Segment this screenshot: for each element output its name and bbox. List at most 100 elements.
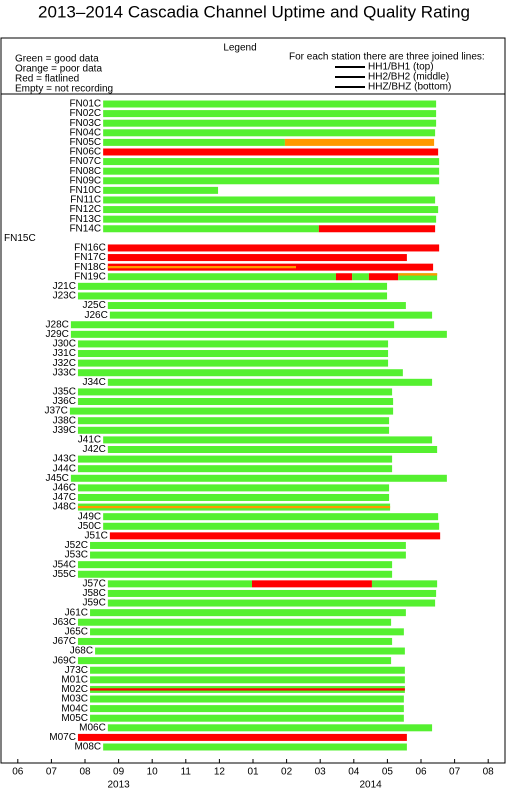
segment	[107, 254, 407, 262]
row-label: FN17C	[74, 252, 106, 263]
segment	[90, 714, 404, 722]
x-tick-label: 09	[113, 767, 125, 778]
x-tick-label: 07	[46, 767, 58, 778]
segment	[90, 688, 405, 691]
row-label: J32C	[53, 358, 76, 369]
year-label: 2014	[359, 780, 382, 791]
row-label: J57C	[82, 578, 105, 589]
row-label: FN15C	[4, 233, 36, 244]
row-label: FN05C	[69, 137, 101, 148]
x-tick-label: 08	[483, 767, 495, 778]
segment	[77, 733, 407, 741]
row-label: J26C	[85, 310, 108, 321]
row-label: J52C	[65, 540, 88, 551]
segment	[103, 158, 440, 166]
row-label: J28C	[46, 319, 69, 330]
x-tick-label: 06	[415, 767, 427, 778]
segment	[103, 206, 439, 214]
x-tick-label: 10	[147, 767, 159, 778]
legend-text: For each station there are three joined …	[289, 52, 485, 63]
segment	[103, 148, 439, 156]
segment	[77, 484, 390, 492]
segment	[70, 321, 395, 329]
row-label: J53C	[65, 550, 88, 561]
row-label: FN18C	[74, 262, 106, 273]
row-label: J35C	[53, 387, 76, 398]
row-label: J31C	[53, 348, 76, 359]
segment	[107, 445, 438, 453]
row-label: J39C	[53, 425, 76, 436]
segment	[77, 292, 388, 300]
row-label: FN13C	[69, 214, 101, 225]
segment	[103, 177, 440, 185]
row-label: FN19C	[74, 271, 106, 282]
segment	[107, 589, 437, 597]
row-label: J44C	[53, 463, 76, 474]
segment	[109, 311, 433, 319]
year-label: 2013	[107, 780, 130, 791]
segment	[77, 350, 389, 358]
row-label: FN16C	[74, 243, 106, 254]
x-tick-label: 02	[281, 767, 293, 778]
segment	[103, 436, 433, 444]
segment	[77, 359, 389, 367]
segment	[103, 167, 440, 175]
row-label: J59C	[82, 598, 105, 609]
segment	[77, 570, 393, 578]
segment	[90, 695, 404, 703]
segment	[352, 273, 369, 281]
row-label: FN10C	[69, 185, 101, 196]
segment	[103, 138, 285, 146]
segment	[107, 378, 433, 386]
row-label: M05C	[61, 713, 88, 724]
row-label: J34C	[82, 377, 105, 388]
row-label: J68C	[70, 646, 93, 657]
segment	[77, 618, 392, 626]
row-label: J29C	[46, 329, 69, 340]
row-label: J33C	[53, 367, 76, 378]
segment	[107, 244, 440, 252]
row-label: J42C	[82, 444, 105, 455]
segment	[77, 455, 393, 463]
row-label: M02C	[61, 684, 88, 695]
row-label: J45C	[46, 473, 69, 484]
x-tick-label: 07	[449, 767, 461, 778]
segment	[90, 609, 406, 617]
x-tick-label: 03	[315, 767, 327, 778]
row-label: J61C	[65, 607, 88, 618]
segment	[77, 426, 390, 434]
row-label: FN03C	[69, 118, 101, 129]
segment	[77, 465, 393, 473]
segment	[335, 273, 353, 281]
row-label: FN12C	[69, 204, 101, 215]
x-tick-label: 05	[382, 767, 394, 778]
row-label: J36C	[53, 396, 76, 407]
row-label: M04C	[61, 703, 88, 714]
segment	[103, 513, 439, 521]
segment	[90, 628, 404, 636]
row-label: J41C	[78, 435, 101, 446]
segment	[69, 407, 394, 415]
row-label: J47C	[53, 492, 76, 503]
row-label: J25C	[82, 300, 105, 311]
segment	[77, 369, 403, 377]
x-tick-label: 12	[214, 767, 226, 778]
segment	[107, 265, 297, 269]
row-label: J21C	[53, 281, 76, 292]
row-label: J38C	[53, 415, 76, 426]
x-tick-label: 08	[79, 767, 91, 778]
row-label: J58C	[82, 588, 105, 599]
segment	[77, 340, 389, 348]
row-label: J43C	[53, 454, 76, 465]
row-label: J67C	[53, 636, 76, 647]
segment	[318, 225, 436, 233]
segment	[77, 493, 390, 501]
row-label: FN06C	[69, 147, 101, 158]
row-label: M01C	[61, 674, 88, 685]
row-label: FN01C	[69, 99, 101, 110]
segment	[284, 138, 435, 146]
row-label: FN11C	[70, 195, 101, 206]
segment	[77, 657, 392, 665]
segment	[107, 724, 433, 732]
